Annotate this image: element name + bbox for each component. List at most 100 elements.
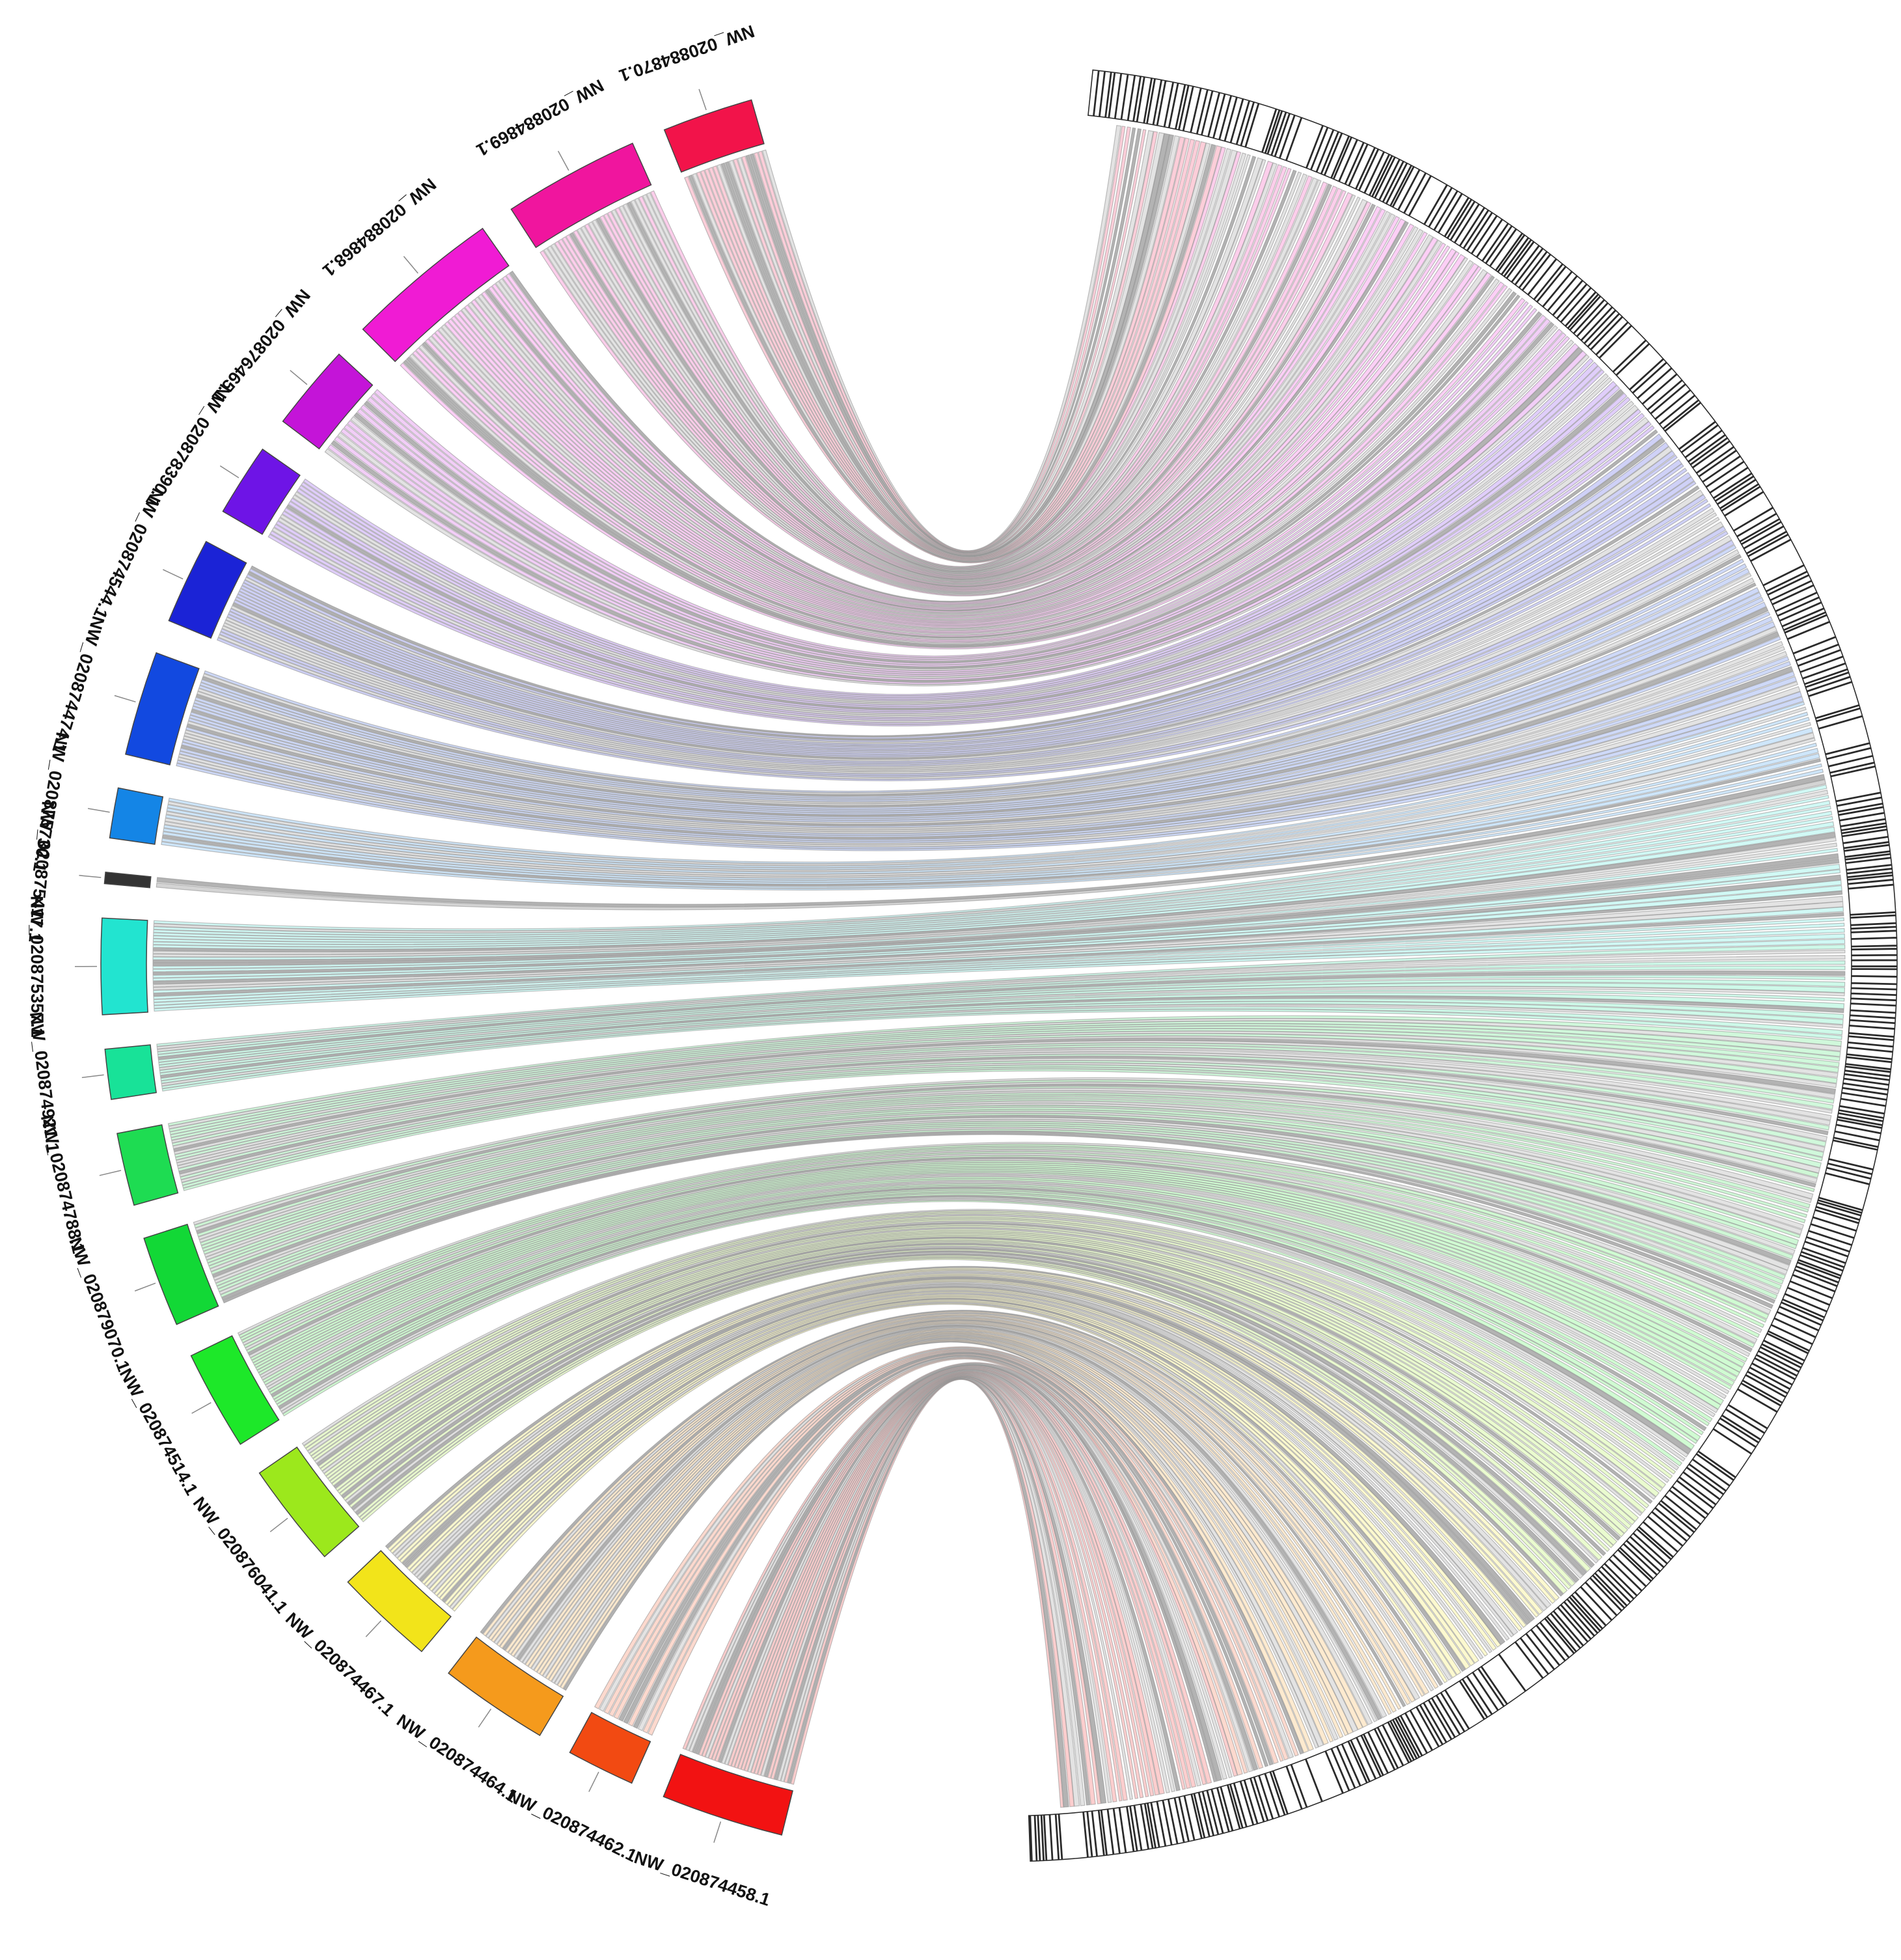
target-chromosome-box — [1844, 851, 1891, 860]
synteny-link — [180, 670, 1796, 842]
target-chromosome-box — [1459, 207, 1489, 249]
synteny-link — [543, 199, 1368, 596]
label-leader — [79, 875, 102, 878]
target-chromosome-box — [1812, 1209, 1859, 1232]
target-chromosome-box — [1770, 1318, 1816, 1345]
target-chromosome-box — [1824, 1167, 1872, 1185]
link-bundle — [161, 701, 1824, 890]
target-chromosome-box — [1816, 1200, 1863, 1216]
synteny-link — [198, 1090, 1812, 1243]
synteny-link — [222, 1133, 1774, 1309]
scaffold-label: NW_020884869.1 — [473, 76, 607, 160]
target-chromosome-box — [1585, 1577, 1622, 1616]
synteny-link — [554, 191, 1353, 592]
target-chromosome-box — [1721, 486, 1764, 516]
target-chromosome-box — [1565, 291, 1599, 329]
synteny-link — [457, 242, 1447, 622]
target-chromosome-box — [1250, 1776, 1268, 1823]
synteny-link — [327, 350, 1587, 685]
synteny-link — [558, 189, 1347, 591]
synteny-link — [294, 373, 1609, 704]
synteny-link — [292, 377, 1613, 705]
target-chromosome-box — [1837, 1110, 1885, 1122]
target-chromosome-box — [1828, 1140, 1878, 1170]
synteny-link — [650, 146, 1226, 568]
target-chromosome-box — [1144, 1802, 1156, 1849]
target-chromosome-box — [1341, 1741, 1367, 1787]
target-chromosome-box — [1835, 1119, 1883, 1134]
target-chromosome-box — [1829, 762, 1876, 777]
target-chromosome-box — [1684, 430, 1726, 462]
synteny-link — [250, 429, 1658, 738]
target-chromosome-box — [1724, 491, 1773, 531]
target-chromosome-box — [1306, 125, 1328, 171]
target-chromosome-box — [1127, 1805, 1138, 1853]
target-chromosome-box — [1156, 80, 1173, 128]
synteny-link — [399, 1275, 1540, 1618]
scaffold-label: NW_020875357.1 — [27, 896, 48, 1038]
target-chromosome-box — [1325, 1748, 1350, 1794]
target-chromosome-box — [1574, 1586, 1613, 1626]
target-chromosome-box — [1808, 682, 1860, 719]
link-bundle — [480, 1310, 1443, 1755]
target-chromosome-box — [1279, 115, 1302, 161]
target-chromosome-box — [1839, 1098, 1887, 1114]
synteny-link — [565, 185, 1338, 589]
target-chromosome-box — [1274, 113, 1295, 159]
target-chromosome-box — [1650, 383, 1691, 420]
target-chromosome-box — [1466, 212, 1498, 255]
target-chromosome-box — [1758, 1346, 1802, 1372]
target-chromosome-box — [1818, 715, 1870, 755]
synteny-link — [153, 928, 1845, 1006]
label-leader — [114, 695, 136, 703]
synteny-link — [169, 1023, 1840, 1135]
target-chromosome-box — [1447, 199, 1475, 241]
synteny-link — [487, 218, 1406, 611]
synteny-link — [184, 646, 1786, 832]
synteny-link — [232, 485, 1700, 760]
synteny-link — [614, 160, 1274, 575]
target-chromosome-box — [1830, 766, 1881, 802]
synteny-link — [189, 611, 1771, 819]
synteny-link — [168, 701, 1805, 864]
label-leader — [588, 1771, 599, 1792]
synteny-link — [626, 156, 1257, 573]
target-chromosome-box — [1374, 156, 1401, 201]
synteny-link — [343, 332, 1567, 675]
scaffold-block — [510, 143, 652, 249]
synteny-link — [180, 665, 1794, 840]
target-chromosome-box — [1739, 518, 1782, 545]
synteny-link — [193, 592, 1762, 812]
target-chromosome-box — [1410, 1706, 1440, 1751]
target-chromosome-box — [1207, 1788, 1224, 1836]
target-chromosome-box — [1552, 280, 1587, 320]
target-chromosome-box — [1377, 1724, 1404, 1769]
target-chromosome-box — [1240, 1779, 1258, 1826]
synteny-link — [502, 208, 1386, 605]
synteny-link — [637, 1356, 1253, 1773]
target-chromosome-box — [1253, 1774, 1274, 1821]
target-chromosome-box — [1770, 580, 1814, 605]
target-chromosome-box — [1450, 200, 1480, 243]
synteny-link — [196, 577, 1755, 806]
synteny-link — [569, 183, 1333, 588]
target-chromosome-box — [1678, 1471, 1721, 1506]
target-chromosome-box — [1363, 1732, 1389, 1776]
target-chromosome-box — [1580, 307, 1617, 344]
synteny-link — [202, 549, 1740, 795]
link-bundle — [176, 544, 1804, 851]
target-chromosome-box — [1806, 676, 1853, 697]
scaffold-label: NW_020874788.1 — [37, 1113, 89, 1256]
target-chromosome-box — [1846, 1054, 1893, 1062]
synteny-link — [223, 516, 1720, 772]
target-chromosome-box — [1431, 1694, 1460, 1738]
target-chromosome-box — [1647, 380, 1686, 415]
synteny-link — [236, 472, 1692, 755]
target-chromosome-box — [1320, 131, 1343, 176]
target-chromosome-box — [1848, 1025, 1896, 1037]
synteny-link — [202, 1098, 1806, 1255]
target-chromosome-box — [1571, 1591, 1607, 1629]
target-chromosome-box — [1763, 1333, 1809, 1361]
synteny-link — [634, 152, 1247, 571]
target-chromosome-box — [1316, 129, 1339, 174]
